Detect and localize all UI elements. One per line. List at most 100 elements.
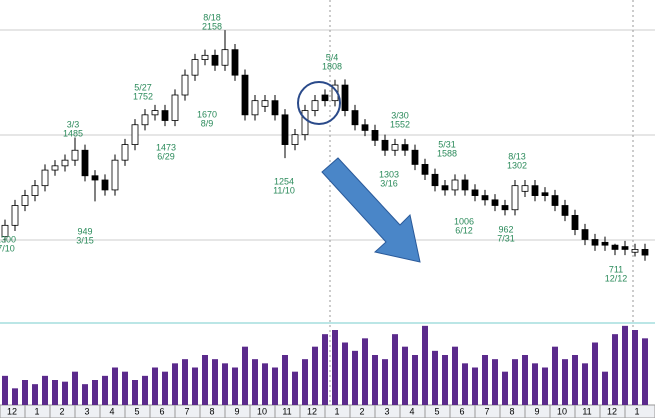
volume-bar <box>592 342 598 405</box>
candle-body <box>511 185 519 211</box>
candle-body <box>591 239 599 246</box>
price-annotation: 1752 <box>133 91 153 101</box>
price-annotation: 962 <box>498 224 513 234</box>
trend-arrow <box>321 157 421 263</box>
volume-bar <box>622 325 628 405</box>
candle-body <box>501 205 509 211</box>
volume-bar <box>482 355 488 405</box>
volume-bar <box>572 355 578 405</box>
volume-bar <box>412 355 418 405</box>
volume-bar <box>472 367 478 405</box>
candle-body <box>231 49 239 76</box>
price-annotation: 3/15 <box>76 235 94 245</box>
volume-bar <box>262 363 268 405</box>
price-annotation: 1485 <box>63 128 83 138</box>
candle-body <box>211 54 219 66</box>
volume-bar <box>402 346 408 405</box>
x-tick-label: 1 <box>34 406 39 416</box>
candle-body <box>201 54 209 60</box>
price-annotation: 1670 <box>197 109 217 119</box>
volume-bar <box>272 367 278 405</box>
volume-bar <box>462 363 468 405</box>
candle-body <box>381 139 389 151</box>
volume-bar <box>352 350 358 405</box>
price-annotation: 8/13 <box>508 151 526 161</box>
candle-body <box>351 110 359 126</box>
volume-bar <box>52 380 58 405</box>
candle-body <box>11 205 19 226</box>
volume-bar <box>612 334 618 405</box>
volume-bar <box>432 350 438 405</box>
candle-body <box>471 189 479 196</box>
price-annotation: 949 <box>77 226 92 236</box>
candle-body <box>361 124 369 131</box>
candle-body <box>431 173 439 187</box>
price-annotation: 11/10 <box>273 185 295 195</box>
volume-bar <box>62 381 68 405</box>
volume-bar <box>252 359 258 405</box>
x-tick-label: 4 <box>109 406 114 416</box>
candle-body <box>261 100 269 107</box>
volume-bar <box>382 359 388 405</box>
x-tick-label: 12 <box>7 406 17 416</box>
volume-bar <box>212 359 218 405</box>
candle-body <box>561 205 569 216</box>
price-annotation: 5/31 <box>438 139 456 149</box>
price-annotation: 1473 <box>156 142 176 152</box>
volume-bar <box>552 346 558 405</box>
volume-bar <box>312 346 318 405</box>
candle-body <box>281 114 289 145</box>
volume-bar <box>152 367 158 405</box>
candle-body <box>31 185 39 196</box>
volume-bar <box>602 371 608 405</box>
price-annotation: 2158 <box>202 21 222 31</box>
candle-body <box>461 179 469 191</box>
candle-body <box>171 94 179 121</box>
candle-body <box>131 124 139 145</box>
x-tick-label: 3 <box>84 406 89 416</box>
candle-body <box>341 84 349 111</box>
candle-body <box>521 185 529 192</box>
x-tick-label: 7 <box>484 406 489 416</box>
candle-body <box>191 59 199 76</box>
x-tick-label: 11 <box>282 406 291 416</box>
candle-body <box>181 74 189 96</box>
candle-body <box>551 195 559 206</box>
price-annotation: 1006 <box>454 216 474 226</box>
x-tick-label: 9 <box>234 406 239 416</box>
volume-bar <box>202 355 208 405</box>
candle-body <box>581 229 589 240</box>
candle-body <box>251 100 259 116</box>
volume-bar <box>222 363 228 405</box>
price-annotation: 7/10 <box>0 243 15 253</box>
volume-bar <box>342 342 348 405</box>
x-tick-label: 6 <box>159 406 164 416</box>
volume-bar <box>162 371 168 405</box>
candle-body <box>141 114 149 126</box>
volume-bar <box>232 367 238 405</box>
candle-body <box>441 185 449 191</box>
volume-bar <box>332 330 338 405</box>
x-tick-label: 8 <box>209 406 214 416</box>
x-tick-label: 5 <box>434 406 439 416</box>
price-annotation: 1254 <box>274 176 294 186</box>
x-tick-label: 5 <box>134 406 139 416</box>
price-annotation: 3/3 <box>67 119 80 129</box>
x-tick-label: 3 <box>384 406 389 416</box>
candle-body <box>151 110 159 116</box>
volume-bar <box>182 359 188 405</box>
candle-body <box>421 164 429 175</box>
candle-body <box>531 185 539 196</box>
volume-bar <box>542 367 548 405</box>
volume-bar <box>322 334 328 405</box>
candle-body <box>541 192 549 196</box>
x-tick-label: 12 <box>607 406 617 416</box>
volume-bar <box>92 380 98 405</box>
price-annotation: 8/18 <box>203 12 221 22</box>
price-annotation: 6/12 <box>455 225 473 235</box>
price-annotation: 5/27 <box>134 82 152 92</box>
candle-body <box>371 130 379 141</box>
volume-bar <box>502 371 508 405</box>
